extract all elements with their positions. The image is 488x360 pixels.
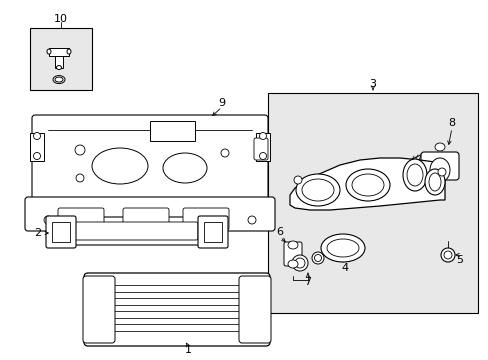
- Bar: [150, 121, 195, 141]
- Ellipse shape: [163, 153, 206, 183]
- Ellipse shape: [320, 234, 364, 262]
- Ellipse shape: [291, 255, 307, 271]
- Bar: [267, 93, 477, 313]
- FancyBboxPatch shape: [32, 115, 267, 216]
- Ellipse shape: [314, 255, 321, 261]
- Text: 9: 9: [218, 98, 225, 108]
- Ellipse shape: [406, 164, 422, 186]
- Ellipse shape: [44, 216, 52, 224]
- Ellipse shape: [259, 132, 266, 140]
- Text: 1: 1: [184, 345, 191, 355]
- Ellipse shape: [221, 149, 228, 157]
- Ellipse shape: [92, 148, 148, 184]
- FancyBboxPatch shape: [284, 242, 302, 266]
- FancyBboxPatch shape: [84, 273, 269, 346]
- FancyBboxPatch shape: [239, 276, 270, 343]
- Ellipse shape: [55, 77, 63, 82]
- Ellipse shape: [53, 76, 65, 84]
- Ellipse shape: [326, 239, 358, 257]
- Text: 7: 7: [304, 277, 311, 287]
- Bar: [256, 133, 269, 161]
- Ellipse shape: [311, 252, 324, 264]
- FancyBboxPatch shape: [25, 197, 274, 231]
- Text: 4: 4: [341, 263, 348, 273]
- Ellipse shape: [402, 159, 426, 191]
- Text: 8: 8: [447, 118, 455, 128]
- FancyBboxPatch shape: [420, 152, 458, 180]
- FancyBboxPatch shape: [46, 216, 76, 248]
- Ellipse shape: [34, 153, 41, 159]
- Ellipse shape: [67, 49, 71, 54]
- Ellipse shape: [440, 248, 454, 262]
- Ellipse shape: [351, 174, 383, 196]
- Ellipse shape: [247, 216, 256, 224]
- Ellipse shape: [34, 132, 41, 140]
- Text: 6: 6: [276, 227, 283, 237]
- Bar: [52, 222, 70, 242]
- Ellipse shape: [295, 174, 339, 206]
- Ellipse shape: [287, 241, 297, 249]
- Ellipse shape: [424, 169, 444, 195]
- Ellipse shape: [434, 143, 444, 151]
- Bar: [55, 55, 63, 68]
- Ellipse shape: [47, 49, 51, 54]
- FancyBboxPatch shape: [72, 222, 198, 240]
- Text: 5: 5: [456, 255, 463, 265]
- FancyBboxPatch shape: [58, 208, 104, 230]
- Ellipse shape: [76, 174, 84, 182]
- Polygon shape: [289, 158, 444, 210]
- FancyBboxPatch shape: [183, 208, 228, 230]
- Ellipse shape: [259, 153, 266, 159]
- Text: 10: 10: [54, 14, 68, 24]
- Bar: [30, 133, 44, 161]
- FancyBboxPatch shape: [253, 138, 267, 160]
- Ellipse shape: [429, 158, 449, 182]
- FancyBboxPatch shape: [83, 276, 115, 343]
- FancyBboxPatch shape: [63, 217, 206, 245]
- Bar: [203, 222, 222, 242]
- Text: 3: 3: [369, 79, 376, 89]
- Ellipse shape: [75, 145, 85, 155]
- FancyBboxPatch shape: [123, 208, 169, 230]
- Text: 2: 2: [34, 228, 41, 238]
- Bar: [30, 28, 92, 90]
- Ellipse shape: [428, 173, 440, 191]
- Ellipse shape: [294, 258, 305, 268]
- Bar: [49, 48, 69, 55]
- Ellipse shape: [302, 179, 333, 201]
- Ellipse shape: [287, 260, 297, 268]
- Ellipse shape: [437, 168, 445, 176]
- FancyBboxPatch shape: [198, 216, 227, 248]
- Ellipse shape: [293, 176, 302, 184]
- Ellipse shape: [346, 169, 389, 201]
- Ellipse shape: [443, 251, 451, 259]
- Ellipse shape: [57, 66, 61, 69]
